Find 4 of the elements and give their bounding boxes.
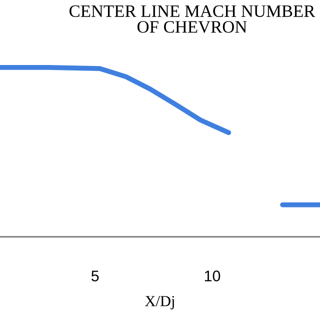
x-tick-label: 10: [204, 270, 220, 282]
x-axis-title: X/Dj: [145, 296, 174, 310]
x-tick-label: 5: [91, 270, 99, 282]
chart-title: CENTER LINE MACH NUMBER OF CHEVRON: [70, 5, 316, 33]
